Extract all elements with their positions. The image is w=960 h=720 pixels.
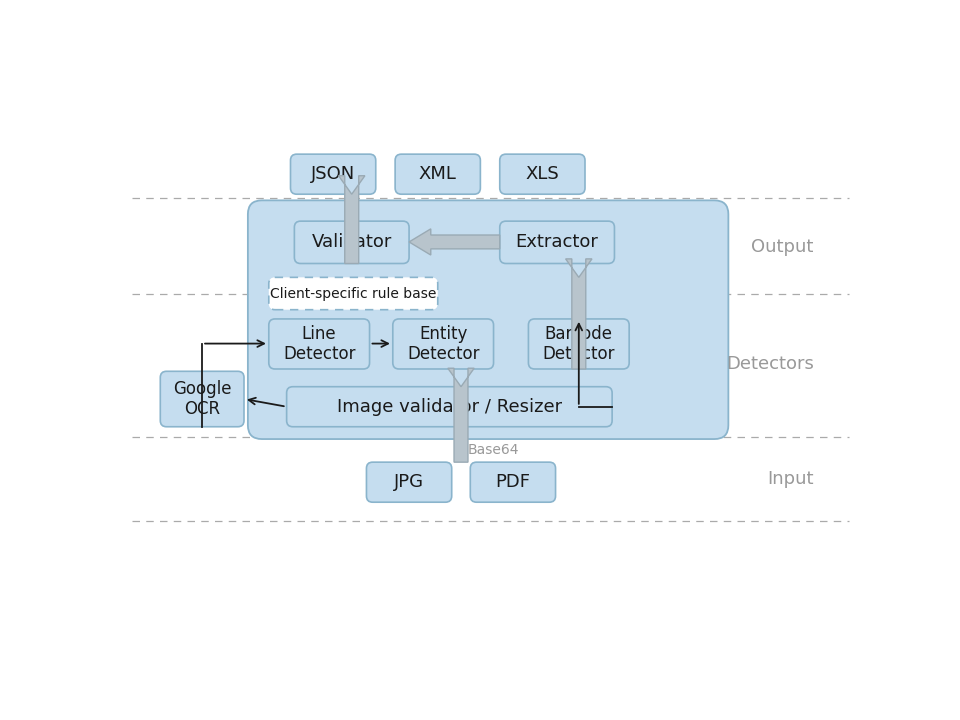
FancyBboxPatch shape xyxy=(287,387,612,427)
Polygon shape xyxy=(339,176,365,264)
FancyBboxPatch shape xyxy=(396,154,480,194)
Polygon shape xyxy=(409,229,500,255)
Text: Extractor: Extractor xyxy=(516,233,598,251)
Text: JSON: JSON xyxy=(311,165,355,183)
Polygon shape xyxy=(565,259,592,369)
FancyBboxPatch shape xyxy=(248,200,729,439)
Text: Google
OCR: Google OCR xyxy=(173,379,231,418)
Text: Image validator / Resizer: Image validator / Resizer xyxy=(337,397,562,415)
Text: Line
Detector: Line Detector xyxy=(283,325,355,364)
FancyBboxPatch shape xyxy=(367,462,452,503)
Text: Barcode
Detector: Barcode Detector xyxy=(542,325,615,364)
FancyBboxPatch shape xyxy=(269,277,438,310)
Text: PDF: PDF xyxy=(495,473,531,491)
Text: Detectors: Detectors xyxy=(726,354,814,373)
FancyBboxPatch shape xyxy=(269,319,370,369)
Text: Output: Output xyxy=(752,238,814,256)
FancyBboxPatch shape xyxy=(393,319,493,369)
Text: Validator: Validator xyxy=(312,233,392,251)
FancyBboxPatch shape xyxy=(500,221,614,264)
FancyBboxPatch shape xyxy=(500,154,585,194)
Text: Base64: Base64 xyxy=(468,443,518,456)
FancyBboxPatch shape xyxy=(295,221,409,264)
Text: Input: Input xyxy=(767,470,814,488)
FancyBboxPatch shape xyxy=(160,372,244,427)
Text: JPG: JPG xyxy=(394,473,424,491)
Text: XLS: XLS xyxy=(525,165,560,183)
FancyBboxPatch shape xyxy=(291,154,375,194)
FancyBboxPatch shape xyxy=(470,462,556,503)
Polygon shape xyxy=(447,368,474,462)
Text: Entity
Detector: Entity Detector xyxy=(407,325,479,364)
Text: Client-specific rule base: Client-specific rule base xyxy=(270,287,437,300)
FancyBboxPatch shape xyxy=(528,319,629,369)
Text: XML: XML xyxy=(419,165,457,183)
